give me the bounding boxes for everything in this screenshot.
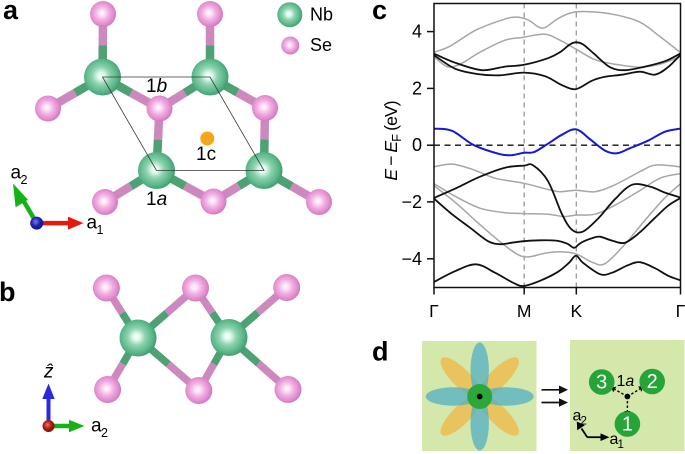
svg-text:a: a [573, 408, 582, 425]
svg-text:2: 2 [412, 78, 422, 98]
svg-text:1c: 1c [196, 144, 216, 165]
svg-text:2: 2 [21, 173, 28, 187]
svg-text:1: 1 [622, 414, 633, 436]
svg-text:a: a [610, 431, 619, 448]
svg-text:4: 4 [412, 22, 422, 42]
svg-text:a: a [11, 163, 22, 184]
svg-text:K: K [570, 301, 582, 321]
svg-text:2: 2 [647, 371, 658, 393]
svg-text:Γ: Γ [429, 301, 439, 321]
svg-text:M: M [517, 301, 532, 321]
svg-text:1b: 1b [146, 76, 167, 97]
svg-text:1a: 1a [617, 373, 635, 390]
svg-text:c: c [372, 0, 387, 25]
svg-text:1: 1 [97, 223, 104, 237]
svg-text:E − EF (eV): E − EF (eV) [381, 101, 404, 180]
svg-text:d: d [372, 337, 389, 367]
svg-text:1a: 1a [146, 189, 167, 210]
svg-text:−4: −4 [401, 249, 422, 269]
svg-text:2: 2 [581, 416, 587, 428]
svg-text:1: 1 [618, 439, 624, 451]
svg-text:3: 3 [596, 372, 607, 394]
svg-text:a: a [87, 213, 98, 234]
svg-text:2: 2 [101, 426, 108, 440]
svg-text:a: a [91, 416, 102, 437]
svg-text:a: a [3, 0, 19, 25]
svg-text:b: b [0, 277, 16, 307]
svg-text:0: 0 [412, 135, 422, 155]
svg-text:ẑ: ẑ [43, 362, 54, 383]
svg-text:Se: Se [310, 35, 332, 55]
svg-text:−2: −2 [401, 192, 422, 212]
svg-text:Γ: Γ [676, 301, 685, 321]
svg-text:Nb: Nb [310, 5, 333, 25]
